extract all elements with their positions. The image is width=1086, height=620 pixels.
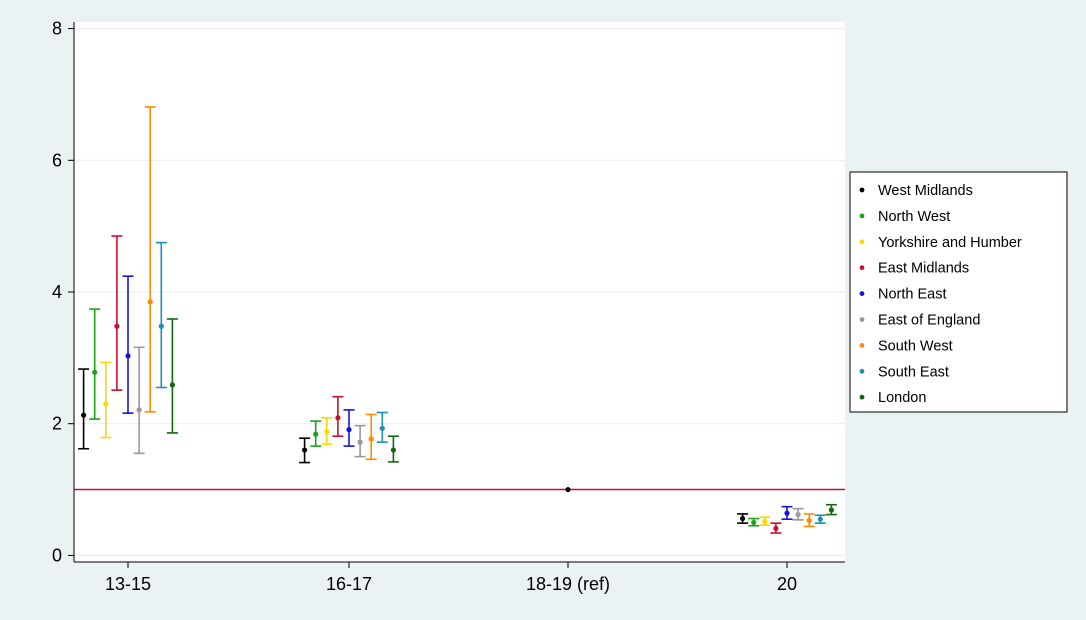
data-point — [784, 510, 790, 516]
data-point — [335, 415, 341, 421]
data-point — [806, 517, 812, 524]
data-point — [357, 439, 363, 445]
data-point — [368, 436, 374, 442]
x-tick-label: 13-15 — [105, 574, 151, 594]
data-point — [114, 323, 120, 329]
y-tick-label: 2 — [52, 414, 62, 434]
legend-item-label: London — [878, 390, 926, 406]
data-point — [795, 511, 801, 518]
legend-marker — [859, 291, 865, 296]
legend-marker — [859, 187, 865, 193]
series-south-east — [155, 241, 826, 524]
data-point — [346, 427, 352, 433]
reference-point — [565, 486, 571, 493]
data-point — [103, 401, 109, 407]
legend-marker — [859, 343, 865, 348]
y-tick-label: 6 — [52, 150, 62, 170]
data-point — [740, 515, 746, 522]
data-point — [762, 518, 768, 524]
y-tick-label: 8 — [52, 19, 62, 39]
data-point — [81, 412, 87, 418]
data-point — [773, 525, 779, 532]
x-tick-label: 18-19 (ref) — [526, 574, 610, 594]
data-point — [324, 429, 330, 435]
series-north-west — [89, 308, 760, 527]
data-point — [817, 516, 823, 522]
y-tick-label: 0 — [52, 545, 62, 565]
data-point — [147, 299, 153, 305]
data-point — [313, 431, 319, 437]
legend-item-label: Yorkshire and Humber — [878, 235, 1022, 251]
series-east-of-england — [133, 346, 804, 521]
legend: West Midlands North West Yorkshire and Hum… — [849, 171, 1068, 413]
series-yorkshire-and-humber — [100, 361, 771, 526]
legend-item-label: East Midlands — [878, 261, 969, 277]
legend-marker — [859, 239, 865, 245]
legend-marker — [859, 265, 865, 271]
legend-marker — [859, 317, 865, 322]
series-south-west — [144, 106, 815, 528]
y-axis: 0 2 4 6 8 — [52, 19, 75, 565]
data-point — [828, 507, 835, 513]
legend-item-label: West Midlands — [878, 183, 973, 199]
y-tick-label: 4 — [52, 282, 62, 302]
legend-marker — [859, 394, 865, 400]
legend-item-label: South East — [878, 364, 949, 380]
x-tick-label: 20 — [777, 574, 797, 594]
data-point — [92, 369, 98, 375]
x-tick-label: 16-17 — [326, 574, 372, 594]
data-point — [136, 407, 142, 413]
legend-item-label: North East — [878, 287, 947, 303]
legend-box — [849, 171, 1068, 413]
legend-marker — [859, 368, 865, 374]
data-point — [390, 447, 396, 453]
data-point — [169, 382, 175, 388]
data-point — [125, 353, 131, 359]
y-gridlines — [74, 28, 845, 556]
data-point — [302, 447, 308, 453]
data-point — [751, 519, 757, 526]
data-point — [379, 425, 385, 431]
x-axis: 13-15 16-17 18-19 (ref) 20 — [74, 561, 845, 594]
series-north-east — [122, 275, 793, 520]
legend-item-label: East of England — [878, 313, 980, 329]
legend-item-label: North West — [878, 209, 950, 225]
legend-item-label: South West — [878, 338, 953, 354]
data-point — [158, 323, 164, 329]
series-west-midlands — [78, 368, 749, 524]
series-east-midlands — [111, 235, 782, 534]
legend-marker — [859, 213, 865, 219]
data-series — [78, 106, 837, 534]
series-london — [166, 318, 837, 516]
